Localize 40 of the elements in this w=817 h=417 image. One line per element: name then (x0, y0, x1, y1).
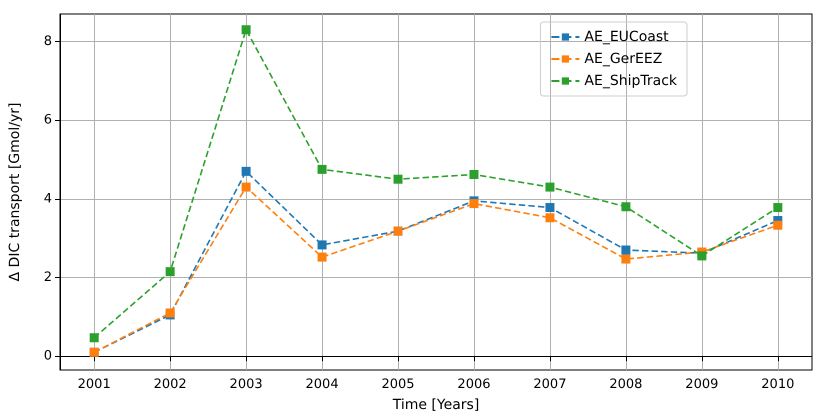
point (90, 333, 99, 342)
point (242, 182, 251, 192)
x-tick-label: 2006 (457, 377, 491, 392)
x-tick-label: 2007 (533, 377, 566, 392)
point (318, 164, 327, 174)
point (469, 199, 478, 208)
point (469, 170, 478, 179)
y-tick-label: 2 (44, 270, 52, 286)
x-tick-label: 2001 (78, 377, 111, 392)
y-axis-title: Δ DIC transport [Gmol/yr] (7, 102, 23, 282)
x-tick-label: 2002 (154, 377, 187, 392)
y-tick-label: 8 (44, 34, 52, 50)
y-tick-label: 0 (44, 348, 52, 364)
point (166, 267, 175, 276)
x-tick-label: 2009 (685, 377, 718, 392)
x-axis-title: Time [Years] (392, 397, 480, 413)
point (318, 240, 327, 250)
point (621, 254, 630, 264)
x-tick-label: 2003 (230, 377, 263, 392)
legend-label: AE_GerEEZ (584, 51, 662, 67)
point (242, 25, 251, 34)
point (318, 252, 327, 262)
point (773, 203, 782, 212)
point (621, 246, 630, 255)
point (545, 213, 554, 222)
x-tick-label: 2008 (609, 377, 642, 392)
point (697, 251, 706, 260)
point (545, 203, 554, 212)
legend-label: AE_ShipTrack (584, 73, 678, 89)
point (394, 174, 403, 184)
x-tick-label: 2005 (381, 377, 415, 392)
point (242, 166, 251, 176)
y-tick-label: 4 (44, 191, 52, 206)
point (621, 202, 630, 212)
legend-label: AE_EUCoast (584, 29, 670, 45)
point (545, 182, 554, 192)
x-tick-label: 2004 (306, 377, 339, 392)
x-tick-label: 2010 (761, 377, 794, 392)
y-tick-label: 6 (44, 112, 52, 128)
point (773, 220, 782, 230)
